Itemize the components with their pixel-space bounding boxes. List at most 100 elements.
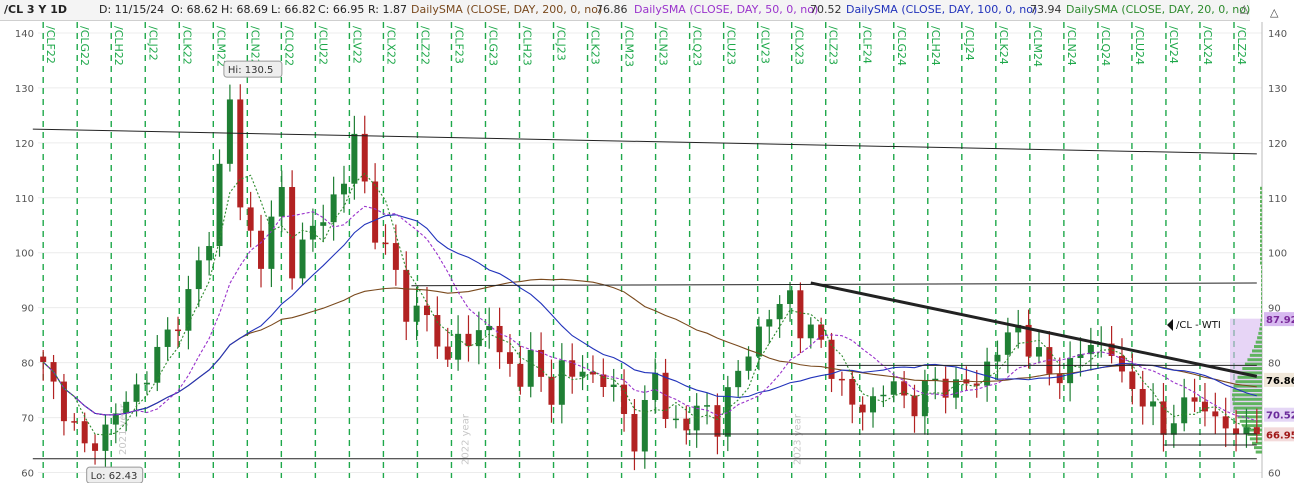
right-tick-label: 80 bbox=[1268, 359, 1281, 370]
candle-body bbox=[112, 413, 119, 425]
candle-body bbox=[486, 325, 493, 331]
profile-bar bbox=[1249, 437, 1262, 441]
candle-body bbox=[102, 424, 109, 451]
candle bbox=[610, 368, 617, 402]
candle bbox=[807, 317, 814, 349]
candle bbox=[1025, 309, 1032, 369]
candle-body bbox=[351, 133, 358, 184]
collapse-header-icon[interactable]: △ bbox=[1240, 2, 1249, 15]
candle-body bbox=[714, 405, 721, 437]
high-callout-label: Hi: 130.5 bbox=[228, 65, 273, 76]
candle bbox=[164, 317, 171, 361]
right-tick-label: 140 bbox=[1268, 29, 1287, 40]
contract-label: /CLG22 bbox=[78, 26, 91, 66]
candle-body bbox=[973, 383, 980, 386]
candle bbox=[444, 327, 451, 367]
candle-body bbox=[175, 329, 182, 332]
contract-label: /CLV22 bbox=[350, 26, 363, 64]
candle-body bbox=[859, 404, 866, 413]
candle-body bbox=[662, 372, 669, 419]
sma20-line bbox=[42, 172, 1258, 436]
profile-bar bbox=[1255, 340, 1262, 344]
sma100-label[interactable]: DailySMA (CLOSE, DAY, 100, 0, no) bbox=[846, 3, 1038, 16]
candle bbox=[423, 286, 430, 332]
candle-body bbox=[392, 243, 399, 270]
profile-bar bbox=[1261, 314, 1262, 318]
profile-bar bbox=[1232, 397, 1262, 401]
candle-body bbox=[309, 225, 316, 240]
sma20-label[interactable]: DailySMA (CLOSE, DAY, 20, 0, no) bbox=[1066, 3, 1251, 16]
candle-body bbox=[40, 356, 47, 363]
candle-body bbox=[693, 405, 700, 431]
left-price-axis: 60 70 80 90 100 110 120 130 140 bbox=[15, 29, 34, 480]
candle-body bbox=[672, 418, 679, 421]
profile-bar bbox=[1261, 274, 1262, 278]
candle bbox=[351, 115, 358, 200]
candle-body bbox=[901, 381, 908, 396]
candle-body bbox=[268, 216, 275, 269]
candle-body bbox=[185, 289, 192, 331]
candle-body bbox=[133, 384, 140, 402]
profile-bar bbox=[1260, 204, 1262, 208]
profile-bar bbox=[1257, 336, 1262, 340]
left-tick-label: 130 bbox=[15, 84, 34, 95]
contract-label: /CLG23 bbox=[486, 26, 499, 66]
contract-label: /CLF23 bbox=[452, 26, 465, 64]
candle bbox=[247, 191, 254, 248]
candle bbox=[735, 360, 742, 397]
open-readout: O: 68.62 bbox=[171, 3, 219, 16]
contract-label: /CLH22 bbox=[112, 26, 125, 66]
candle bbox=[382, 224, 389, 255]
candle-body bbox=[1025, 324, 1032, 357]
candle-body bbox=[1035, 347, 1042, 357]
candle bbox=[1015, 309, 1022, 349]
candle bbox=[662, 358, 669, 429]
price-tag-label: 87.92 bbox=[1266, 315, 1294, 326]
candle-body bbox=[299, 239, 306, 279]
candle bbox=[1243, 408, 1250, 448]
candle bbox=[465, 315, 472, 362]
left-tick-label: 70 bbox=[21, 414, 34, 425]
sma50-label[interactable]: DailySMA (CLOSE, DAY, 50, 0, no) bbox=[634, 3, 819, 16]
candle bbox=[776, 295, 783, 338]
candle bbox=[81, 412, 88, 453]
contract-label: /CLX23 bbox=[793, 26, 806, 65]
sma200-line bbox=[42, 278, 1257, 416]
candle-body bbox=[465, 333, 472, 347]
candle-body bbox=[641, 399, 648, 452]
profile-bar bbox=[1259, 239, 1262, 243]
profile-bar bbox=[1247, 358, 1262, 362]
trendline bbox=[810, 281, 1258, 378]
candle-body bbox=[278, 187, 285, 217]
left-tick-label: 140 bbox=[15, 29, 34, 40]
candle-body bbox=[444, 346, 451, 360]
candle-body bbox=[206, 246, 213, 261]
moving-averages bbox=[42, 172, 1258, 436]
low-readout: L: 66.82 bbox=[271, 3, 316, 16]
contract-label: /CLJ24 bbox=[963, 26, 976, 61]
profile-bar bbox=[1259, 252, 1262, 256]
contract-label: /CLF22 bbox=[44, 26, 57, 64]
profile-bar bbox=[1259, 327, 1262, 331]
candle-body bbox=[911, 395, 918, 417]
candle bbox=[175, 316, 182, 348]
high-readout: H: 68.69 bbox=[221, 3, 268, 16]
profile-bar bbox=[1259, 243, 1262, 247]
candle bbox=[755, 316, 762, 371]
profile-bar bbox=[1261, 270, 1262, 274]
expand-icon[interactable]: △ bbox=[1270, 6, 1279, 19]
candle-body bbox=[403, 269, 410, 322]
profile-bar bbox=[1260, 221, 1262, 225]
candle bbox=[112, 403, 119, 444]
candle-body bbox=[755, 326, 762, 357]
sma200-value: 76.86 bbox=[596, 3, 628, 16]
left-tick-label: 60 bbox=[21, 469, 34, 480]
candle-body bbox=[455, 333, 462, 360]
candle bbox=[268, 200, 275, 288]
sma200-label[interactable]: DailySMA (CLOSE, DAY, 200, 0, no) bbox=[411, 3, 603, 16]
trendline bbox=[411, 282, 1257, 287]
symbol-label[interactable]: /CL 3 Y 1D bbox=[4, 3, 67, 16]
candle bbox=[621, 369, 628, 432]
contract-label: /CLX24 bbox=[1201, 26, 1214, 65]
